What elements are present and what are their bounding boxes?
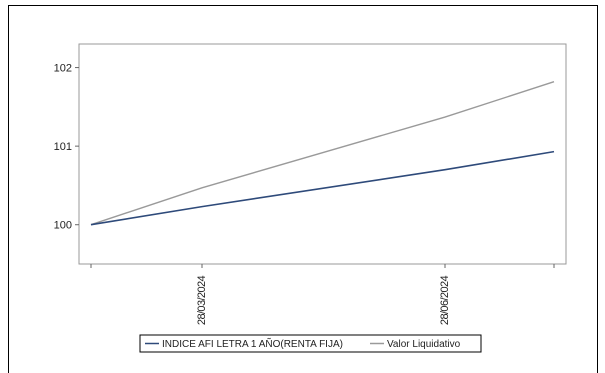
x-tick-label-0: 28/03/2024 xyxy=(196,276,208,326)
x-axis: 28/03/2024 28/06/2024 xyxy=(90,264,555,326)
series-layer xyxy=(90,81,555,226)
x-tick-label-1: 28/06/2024 xyxy=(439,276,451,326)
legend: INDICE AFI LETRA 1 AÑO(RENTA FIJA) Valor… xyxy=(139,334,482,353)
series-line-1 xyxy=(90,150,555,226)
legend-label-series-1: INDICE AFI LETRA 1 AÑO(RENTA FIJA) xyxy=(162,337,343,350)
legend-box xyxy=(139,334,482,353)
legend-label-series-2: Valor Liquidativo xyxy=(387,339,461,350)
plot-area xyxy=(78,43,567,265)
y-tick-label-100: 100 xyxy=(54,220,72,232)
y-axis: 100 101 102 xyxy=(54,63,79,232)
series-line-2 xyxy=(90,81,555,226)
y-tick-label-101: 101 xyxy=(54,141,72,153)
y-tick-label-102: 102 xyxy=(54,63,72,75)
